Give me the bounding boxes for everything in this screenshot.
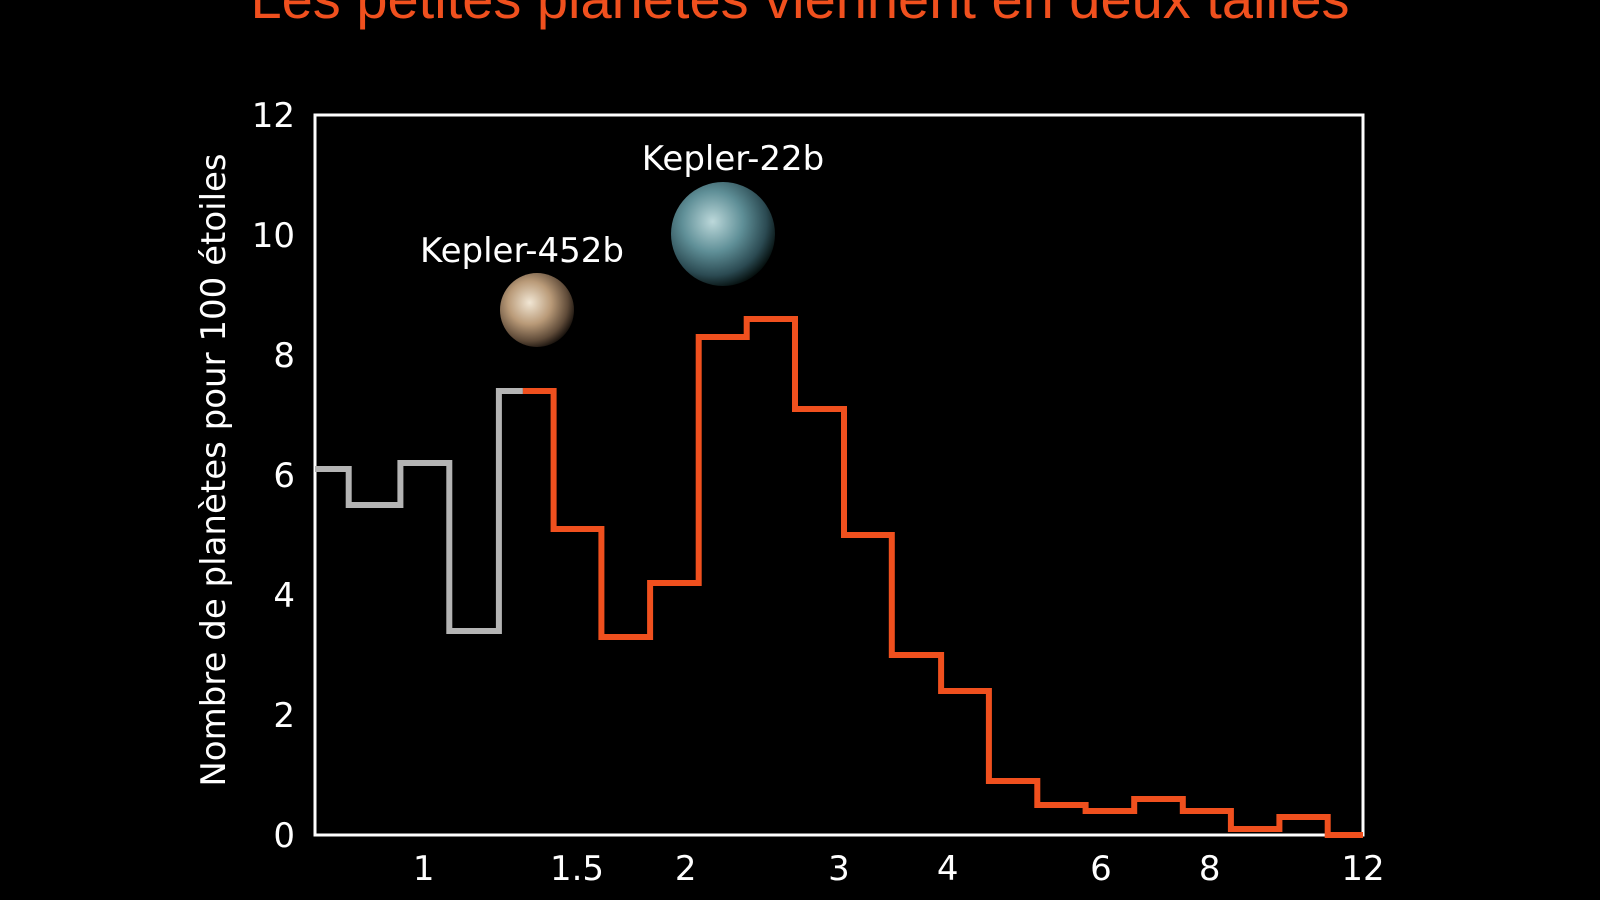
x-tick-label: 2 — [675, 849, 697, 889]
y-axis-ticks: 0 2 4 6 8 10 12 — [252, 96, 295, 856]
y-tick-label: 2 — [273, 696, 295, 736]
annotation-label-kepler-452b: Kepler-452b — [420, 231, 624, 271]
x-tick-label: 4 — [937, 849, 959, 889]
x-tick-label: 12 — [1341, 849, 1384, 889]
x-tick-label: 8 — [1199, 849, 1221, 889]
histogram-series-2 — [522, 316, 1363, 838]
y-tick-label: 0 — [273, 816, 295, 856]
y-tick-label: 12 — [252, 96, 295, 136]
plot-frame — [313, 113, 1365, 837]
ocean-planet-icon — [671, 182, 775, 286]
x-tick-label: 6 — [1090, 849, 1112, 889]
histogram-series-1 — [315, 388, 523, 634]
y-tick-label: 8 — [273, 336, 295, 376]
page-title: Les petites planètes viennent en deux ta… — [0, 0, 1600, 31]
x-tick-label: 3 — [828, 849, 850, 889]
y-tick-label: 10 — [252, 216, 295, 256]
series-group — [315, 316, 1363, 838]
x-axis-ticks: 1 1.5 2 3 4 6 8 12 — [413, 849, 1385, 889]
y-axis-label: Nombre de planètes pour 100 étoiles — [194, 153, 234, 786]
planet-annotations: Kepler-452b Kepler-22b — [420, 139, 824, 347]
rocky-planet-icon — [500, 273, 574, 347]
annotation-label-kepler-22b: Kepler-22b — [642, 139, 824, 179]
y-tick-label: 6 — [273, 456, 295, 496]
x-tick-label: 1.5 — [550, 849, 604, 889]
x-tick-label: 1 — [413, 849, 435, 889]
y-tick-label: 4 — [273, 576, 295, 616]
